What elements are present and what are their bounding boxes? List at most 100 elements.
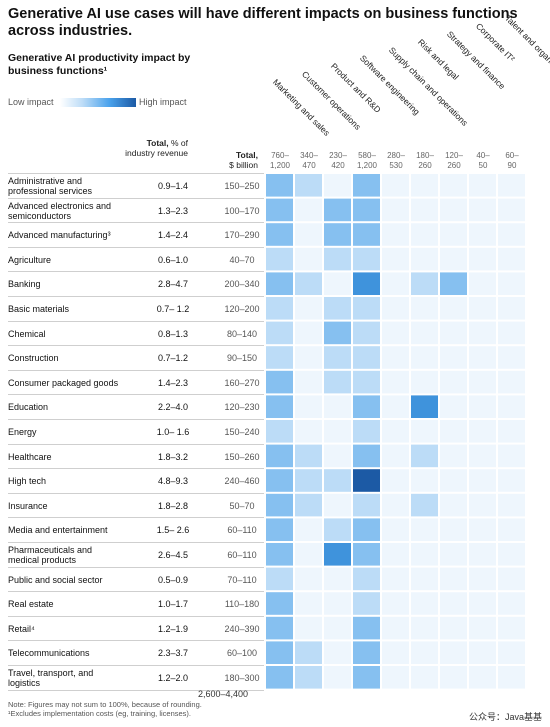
heat-cell xyxy=(469,346,496,369)
heat-cell xyxy=(382,616,409,640)
heat-cell xyxy=(324,346,351,369)
heat-cell xyxy=(498,321,525,345)
heat-cell xyxy=(498,666,525,689)
heat-cell xyxy=(411,321,438,345)
heat-cell xyxy=(411,493,438,517)
industry-name: Consumer packaged goods xyxy=(8,378,119,388)
function-total: 120– 260 xyxy=(445,151,463,170)
total-header-rest: $ billion xyxy=(229,160,258,170)
heat-cell xyxy=(324,444,351,468)
heat-cell xyxy=(440,198,467,222)
heat-cell xyxy=(295,395,322,418)
industry-name: Administrative and professional services xyxy=(8,176,93,196)
heat-cell xyxy=(295,420,322,443)
heat-cell xyxy=(353,518,380,541)
function-total: 230– 420 xyxy=(329,151,347,170)
row-divider xyxy=(8,296,264,297)
watermark: 公众号：Java基基 xyxy=(468,712,542,722)
heat-cell xyxy=(295,321,322,345)
industry-total: 150–250 xyxy=(224,181,260,191)
heat-cell xyxy=(266,543,293,566)
heat-cell xyxy=(324,493,351,517)
revenue-header-bold: Total, xyxy=(146,138,169,148)
function-total: 60– 90 xyxy=(505,151,519,170)
heat-cell xyxy=(411,223,438,246)
heat-cell xyxy=(498,493,525,517)
industry-revenue: 1.0–1.7 xyxy=(157,599,189,609)
heat-cell xyxy=(324,543,351,566)
heat-cell xyxy=(411,543,438,566)
industry-name: Energy xyxy=(8,427,37,437)
industry-total: 110–180 xyxy=(224,599,260,609)
heat-cell xyxy=(382,518,409,541)
industry-revenue: 1.5– 2.6 xyxy=(156,525,190,535)
heat-cell xyxy=(411,641,438,664)
heat-cell xyxy=(382,493,409,517)
heat-cell xyxy=(440,272,467,295)
heat-cell xyxy=(411,567,438,591)
heat-cell xyxy=(411,666,438,689)
heat-cell xyxy=(266,321,293,345)
footnotes: Note: Figures may not sum to 100%, becau… xyxy=(8,700,202,718)
heat-cell xyxy=(498,420,525,443)
heat-cell xyxy=(295,223,322,246)
heat-cell xyxy=(353,174,380,197)
industry-total: 160–270 xyxy=(224,378,260,388)
industry-revenue: 0.9–1.4 xyxy=(157,181,189,191)
heat-cell xyxy=(498,247,525,271)
heat-cell xyxy=(353,272,380,295)
industry-name: Construction xyxy=(8,353,59,363)
row-divider xyxy=(8,247,264,248)
industry-revenue: 1.0– 1.6 xyxy=(156,427,190,437)
heat-cell xyxy=(295,567,322,591)
heat-cell xyxy=(382,592,409,615)
heat-cell xyxy=(440,321,467,345)
heat-cell xyxy=(440,420,467,443)
heat-cell xyxy=(469,395,496,418)
heat-cell xyxy=(440,666,467,689)
industry-name: Advanced manufacturing³ xyxy=(8,230,111,240)
heat-cell xyxy=(440,174,467,197)
heat-cell xyxy=(324,469,351,492)
heat-cell xyxy=(353,592,380,615)
industry-total: 240–390 xyxy=(224,624,260,634)
row-divider xyxy=(8,198,264,199)
row-divider xyxy=(8,271,264,272)
heat-cell xyxy=(498,543,525,566)
industry-revenue: 2.6–4.5 xyxy=(157,550,189,560)
heat-cell xyxy=(469,641,496,664)
industry-revenue: 1.8–3.2 xyxy=(157,452,189,462)
heat-cell xyxy=(469,666,496,689)
heat-cell xyxy=(440,567,467,591)
heat-cell xyxy=(498,616,525,640)
heat-cell xyxy=(469,321,496,345)
heat-cell xyxy=(266,592,293,615)
heat-cell xyxy=(411,444,438,468)
heat-cell xyxy=(382,641,409,664)
revenue-header-rest: % of industry revenue xyxy=(125,138,188,158)
heat-cell xyxy=(382,395,409,418)
heat-cell xyxy=(266,469,293,492)
chart-subtitle: Generative AI productivity impact by bus… xyxy=(8,52,191,77)
heat-cell xyxy=(266,174,293,197)
industry-total: 40–70 xyxy=(229,255,255,265)
heat-cell xyxy=(266,395,293,418)
heat-cell xyxy=(411,420,438,443)
heat-cell xyxy=(498,469,525,492)
heat-cell xyxy=(266,666,293,689)
heat-cell xyxy=(266,247,293,271)
heat-cell xyxy=(469,370,496,394)
heat-cell xyxy=(295,247,322,271)
heat-cell xyxy=(382,666,409,689)
revenue-column-header: Total, % of industry revenue xyxy=(118,138,188,158)
industry-name: Telecommunications xyxy=(8,648,90,658)
heat-cell xyxy=(440,247,467,271)
industry-revenue: 0.5–0.9 xyxy=(157,575,189,585)
heat-cell xyxy=(324,223,351,246)
heat-cell xyxy=(295,469,322,492)
heat-cell xyxy=(498,223,525,246)
heat-cell xyxy=(353,444,380,468)
industry-total: 70–110 xyxy=(227,575,257,585)
industry-name: Media and entertainment xyxy=(8,525,108,535)
chart-title: Generative AI use cases will have differ… xyxy=(8,6,518,39)
